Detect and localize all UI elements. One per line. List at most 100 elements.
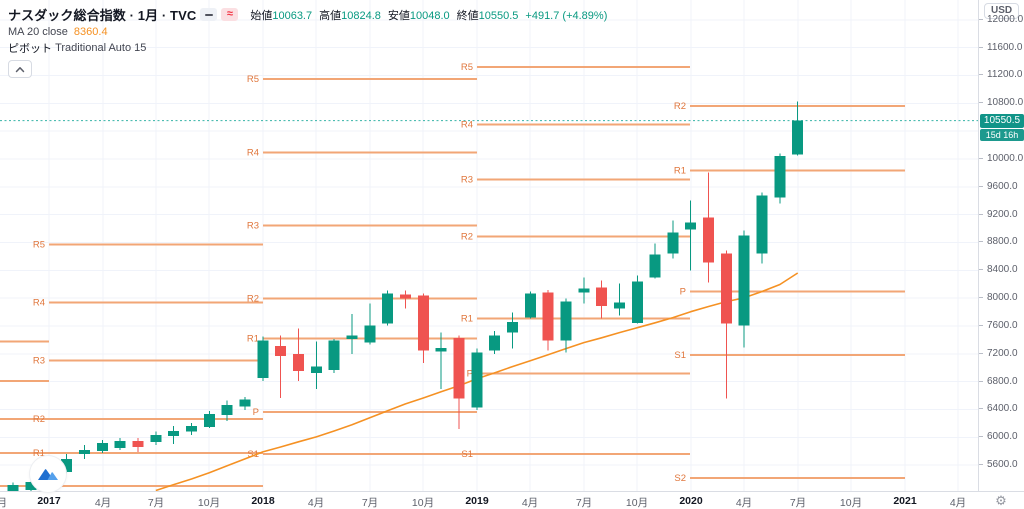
candle-body bbox=[310, 366, 322, 373]
price-tick-label: 8000.0 bbox=[979, 292, 1024, 304]
wave-chart-icon[interactable]: ≈ bbox=[221, 8, 239, 21]
price-tick-label: 9200.0 bbox=[979, 209, 1024, 221]
price-tick-label: 5600.0 bbox=[979, 459, 1024, 471]
time-tick-label: 4月 bbox=[307, 497, 325, 509]
pivot-levels: R5 R4 R3 R2 R1 R5 R4 R3 R2 R1 P S1 R5 R4 R3 R2 R1 P S1 R2 R1… bbox=[0, 62, 905, 487]
time-tick-label: 2020 bbox=[679, 495, 703, 507]
hide-indicator-icon[interactable] bbox=[200, 8, 218, 21]
candle-body bbox=[346, 335, 358, 339]
currency-button[interactable]: USD bbox=[984, 3, 1020, 19]
symbol-title[interactable]: ナスダック総合指数 · 1月 · TVC bbox=[8, 8, 197, 23]
pivot-label: S2 bbox=[674, 473, 686, 484]
candle-body bbox=[257, 340, 269, 378]
time-tick-label: 4月 bbox=[949, 497, 967, 509]
pivot-label: R2 bbox=[33, 414, 45, 425]
time-tick-label: 10月 bbox=[411, 497, 435, 509]
candle-body bbox=[685, 222, 697, 230]
open-value: 10063.7 bbox=[272, 9, 313, 22]
pivot-label: P bbox=[253, 407, 259, 418]
candle-body bbox=[400, 294, 411, 299]
candle-body bbox=[703, 217, 715, 263]
pivot-label: R2 bbox=[461, 232, 473, 243]
high-label: 高値 bbox=[319, 9, 342, 22]
price-tick-label: 6800.0 bbox=[979, 376, 1024, 388]
time-tick-label: 2019 bbox=[465, 495, 489, 507]
price-tick-label: 12000.0 bbox=[979, 14, 1024, 26]
pivot-label: R5 bbox=[461, 62, 473, 73]
ma-value: 8360.4 bbox=[73, 26, 108, 38]
time-tick-label: 7月 bbox=[147, 497, 165, 509]
time-tick-label: 7月 bbox=[789, 497, 807, 509]
pivot-label: P bbox=[680, 287, 686, 298]
candlestick-series bbox=[7, 101, 804, 491]
candle-body bbox=[596, 287, 608, 306]
candle-body bbox=[792, 120, 804, 155]
candle-body bbox=[275, 345, 287, 356]
pivot-label: R3 bbox=[33, 356, 45, 367]
price-tick-label: 9600.0 bbox=[979, 181, 1024, 193]
pivot-label: R3 bbox=[461, 174, 473, 185]
collapse-panes-button[interactable] bbox=[8, 60, 32, 78]
candle-body bbox=[150, 434, 162, 442]
time-tick-label: 10月 bbox=[839, 497, 863, 509]
pivot-label: S1 bbox=[247, 449, 259, 460]
time-tick-label: 2021 bbox=[893, 495, 917, 507]
candle-body bbox=[738, 235, 750, 326]
price-tick-label: 11600.0 bbox=[979, 42, 1024, 54]
pivot-label: S1 bbox=[461, 449, 473, 460]
price-tick-label: 8400.0 bbox=[979, 264, 1024, 276]
pivot-label: R5 bbox=[33, 240, 45, 251]
tradingview-logo-button[interactable] bbox=[30, 456, 66, 492]
candle-body bbox=[453, 337, 465, 399]
candle-body bbox=[221, 404, 233, 415]
pivot-label: S1 bbox=[674, 350, 686, 361]
pivot-label: R1 bbox=[461, 314, 473, 325]
candle-body bbox=[560, 301, 572, 341]
candle-body bbox=[489, 335, 501, 351]
open-label: 始値 bbox=[250, 9, 273, 22]
time-axis[interactable]: 10月 2017 4月 7月 10月 2018 4月 7月 10月 2019 4月 7月 10月 2020… bbox=[0, 491, 978, 509]
candle-body bbox=[613, 302, 625, 309]
ma-label: MA 20 close bbox=[8, 26, 68, 38]
price-tick-label: 7600.0 bbox=[979, 320, 1024, 332]
gear-icon[interactable]: ⚙ bbox=[995, 493, 1007, 509]
bar-countdown-badge: 15d 16h bbox=[980, 129, 1024, 142]
candle-body bbox=[79, 449, 90, 454]
ma-indicator-row[interactable]: MA 20 close 8360.4 bbox=[8, 26, 607, 38]
pivot-label: R5 bbox=[247, 74, 259, 85]
price-tick-label: 11200.0 bbox=[979, 69, 1024, 81]
symbol-row[interactable]: ナスダック総合指数 · 1月 · TVC ≈ 始値10063.7 高値10824.… bbox=[8, 5, 607, 24]
candle-body bbox=[720, 253, 732, 324]
pivot-label: R1 bbox=[674, 165, 686, 176]
low-label: 安値 bbox=[387, 9, 410, 22]
time-tick-label: 10月 bbox=[197, 497, 221, 509]
close-value: 10550.5 bbox=[478, 9, 519, 22]
price-axis[interactable]: USD 12000.0 11600.0 11200.0 10800.0 10000.0 9… bbox=[978, 0, 1024, 509]
ohlc-values: 始値10063.7 高値10824.8 安値10048.0 終値10550.5 +491… bbox=[250, 7, 607, 23]
high-value: 10824.8 bbox=[341, 9, 381, 22]
candle-body bbox=[631, 281, 643, 323]
candle-body bbox=[168, 431, 180, 436]
pivot-label: P bbox=[467, 369, 473, 380]
candle-body bbox=[61, 458, 73, 473]
candle-body bbox=[756, 195, 768, 254]
low-value: 10048.0 bbox=[409, 9, 450, 22]
time-tick-label: 2017 bbox=[37, 495, 61, 507]
change-value: +491.7 (+4.89%) bbox=[525, 9, 608, 22]
axis-settings-corner[interactable]: ⚙ bbox=[978, 491, 1024, 509]
chevron-up-icon bbox=[15, 66, 25, 72]
candle-body bbox=[239, 399, 251, 407]
candle-body bbox=[471, 352, 483, 408]
candle-body bbox=[774, 156, 786, 198]
price-tick-label: 6400.0 bbox=[979, 403, 1024, 415]
price-tick-label: 10800.0 bbox=[979, 97, 1024, 109]
pivot-indicator-row[interactable]: ピボット Traditional Auto 15 bbox=[8, 40, 607, 56]
candle-body bbox=[524, 293, 536, 318]
candle-body bbox=[132, 440, 144, 447]
candle-body bbox=[186, 425, 197, 432]
candle-body bbox=[417, 295, 429, 351]
chart-canvas[interactable]: R5 R4 R3 R2 R1 R5 R4 R3 R2 R1 P S1 R5 R4 R3 R2 R1 P S1 R2 R1… bbox=[0, 0, 978, 491]
candle-body bbox=[328, 340, 340, 370]
candle-body bbox=[506, 321, 518, 333]
